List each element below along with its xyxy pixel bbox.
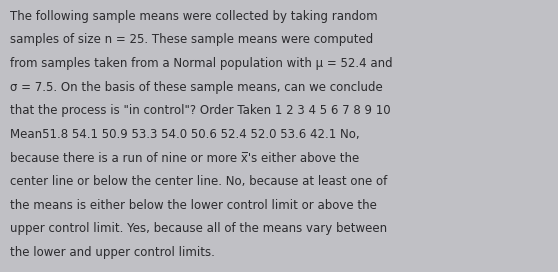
Text: from samples taken from a Normal population with μ = 52.4 and: from samples taken from a Normal populat… bbox=[10, 57, 393, 70]
Text: that the process is "in control"? Order Taken 1 2 3 4 5 6 7 8 9 10: that the process is "in control"? Order … bbox=[10, 104, 391, 117]
Text: the lower and upper control limits.: the lower and upper control limits. bbox=[10, 246, 215, 259]
Text: center line or below the center line. No, because at least one of: center line or below the center line. No… bbox=[10, 175, 387, 188]
Text: Mean51.8 54.1 50.9 53.3 54.0 50.6 52.4 52.0 53.6 42.1 No,: Mean51.8 54.1 50.9 53.3 54.0 50.6 52.4 5… bbox=[10, 128, 360, 141]
Text: upper control limit. Yes, because all of the means vary between: upper control limit. Yes, because all of… bbox=[10, 222, 387, 236]
Text: σ = 7.5. On the basis of these sample means, can we conclude: σ = 7.5. On the basis of these sample me… bbox=[10, 81, 383, 94]
Text: because there is a run of nine or more x̅'s either above the: because there is a run of nine or more x… bbox=[10, 152, 359, 165]
Text: the means is either below the lower control limit or above the: the means is either below the lower cont… bbox=[10, 199, 377, 212]
Text: The following sample means were collected by taking random: The following sample means were collecte… bbox=[10, 10, 378, 23]
Text: samples of size n = 25. These sample means were computed: samples of size n = 25. These sample mea… bbox=[10, 33, 373, 46]
